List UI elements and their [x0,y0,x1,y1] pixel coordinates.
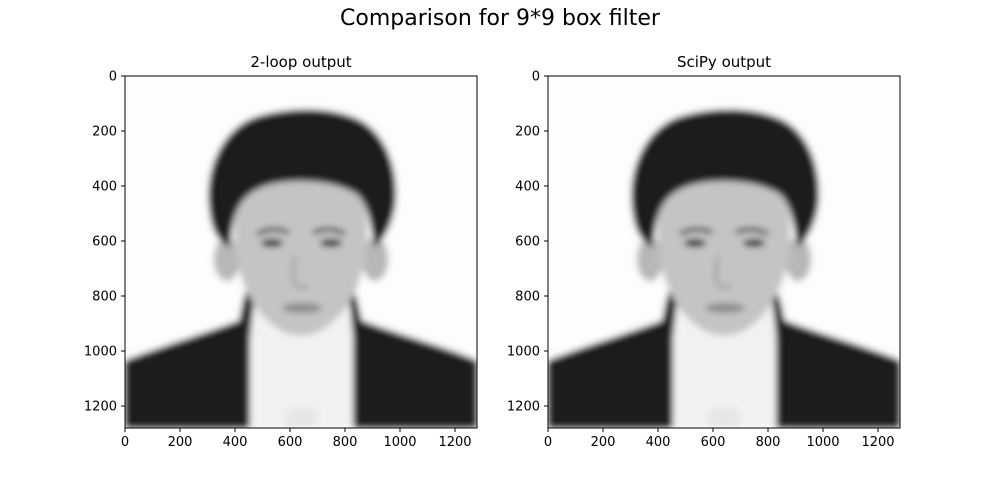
y-tick-label-left: 1200 [84,400,117,415]
y-tick-label-right: 800 [515,290,540,305]
y-tick-label-left: 400 [92,180,117,195]
y-tick-label-left: 200 [92,125,117,140]
y-tick-label-left: 0 [109,70,117,85]
x-tick-label-right: 800 [756,435,781,450]
x-tick-label-left: 0 [121,435,129,450]
x-tick-label-left: 600 [278,435,303,450]
image-right [548,76,900,428]
axes-frame-right [547,75,901,429]
x-tick-label-left: 800 [333,435,358,450]
ticks-left: 0 200 400 600 800 1000 1200 0 200 400 600 800 1000 12… [84,70,472,451]
y-tick-label-right: 200 [515,125,540,140]
y-tick-label-right: 600 [515,235,540,250]
y-tick-label-left: 1000 [84,345,117,360]
x-tick-label-right: 400 [646,435,671,450]
y-tick-label-left: 800 [92,290,117,305]
y-tick-label-right: 400 [515,180,540,195]
x-tick-label-left: 1000 [383,435,416,450]
x-tick-label-right: 200 [591,435,616,450]
x-tick-label-right: 600 [701,435,726,450]
y-tick-label-left: 600 [92,235,117,250]
axes-right: SciPy output 0 200 400 600 800 1000 1200 0 200 40… [507,53,901,451]
axes-left: 2-loop output 0 200 400 600 800 1000 1200 0 200 4… [84,53,478,451]
x-tick-label-right: 1200 [861,435,894,450]
axes-frame-left [124,75,478,429]
y-tick-label-right: 0 [532,70,540,85]
x-tick-label-left: 1200 [438,435,471,450]
x-tick-label-left: 400 [223,435,248,450]
axes-title-right: SciPy output [677,53,771,71]
image-left [125,76,477,428]
y-tick-label-right: 1200 [507,400,540,415]
figure-title: Comparison for 9*9 box filter [340,6,660,31]
x-tick-label-right: 0 [544,435,552,450]
axes-title-left: 2-loop output [250,53,351,71]
ticks-right: 0 200 400 600 800 1000 1200 0 200 400 600 800 1000 12… [507,70,895,451]
x-tick-label-right: 1000 [806,435,839,450]
y-tick-label-right: 1000 [507,345,540,360]
x-tick-label-left: 200 [168,435,193,450]
